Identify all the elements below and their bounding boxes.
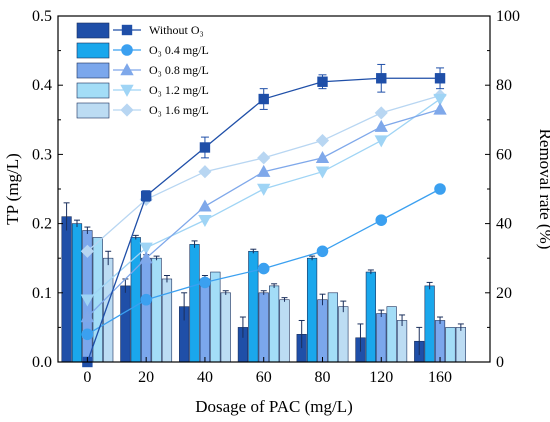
marker-0-6 [434,73,446,84]
marker-4-2 [198,165,212,179]
x-tick-label-3: 60 [256,369,272,386]
marker-2-2 [198,199,212,212]
bar-2-3 [258,292,269,363]
legend-marker-1 [121,44,133,56]
legend-marker-3 [120,84,134,97]
marker-3-3 [257,183,271,196]
bar-1-2 [189,244,200,363]
bar-4-6 [455,327,466,363]
x-tick-label-4: 80 [314,369,330,386]
left-tick-label-1: 0.1 [32,285,52,302]
bar-3-2 [210,271,221,363]
bar-1-0 [71,223,83,363]
marker-1-4 [316,245,329,258]
left-tick-label-0: 0.0 [32,354,52,371]
marker-0-3 [258,93,269,105]
marker-0-4 [317,76,328,87]
right-tick-label-1: 20 [496,285,512,302]
bar-4-2 [220,292,231,363]
bar-4-5 [396,320,408,363]
legend-bar-swatch-4 [76,102,110,119]
right-tick-label-2: 40 [496,216,512,233]
bar-3-6 [445,327,456,363]
bar-3-5 [386,306,397,363]
marker-2-0 [80,310,95,323]
x-axis-title: Dosage of PAC (mg/L) [195,397,353,416]
y-axis-right-title: Removal rate (%) [536,129,550,250]
bar-4-4 [338,306,349,363]
legend-label-1: O₃ 0.4 mg/L [149,43,209,57]
bar-2-5 [376,313,387,363]
marker-1-5 [375,214,388,226]
marker-3-2 [198,214,212,227]
bar-2-2 [199,278,211,363]
marker-2-5 [374,119,388,132]
marker-1-2 [199,276,211,289]
bar-1-4 [306,257,318,363]
legend-bar-swatch-3 [76,82,110,99]
y-axis-left-title: TP (mg/L) [3,153,22,225]
right-tick-label-4: 80 [496,77,512,94]
x-tick-label-2: 40 [197,369,213,386]
marker-1-3 [257,262,270,275]
bar-1-3 [248,250,259,363]
bar-1-5 [365,271,376,363]
bar-4-0 [103,257,114,363]
legend-bar-swatch-1 [76,42,110,59]
marker-1-0 [81,328,94,341]
legend-bar-swatch-2 [76,62,110,79]
marker-2-3 [257,164,271,177]
marker-1-1 [140,293,152,306]
bar-2-1 [141,257,152,363]
bar-3-1 [151,257,162,363]
legend-marker-2 [120,63,134,76]
x-tick-label-5: 120 [369,369,393,386]
marker-4-4 [315,133,330,148]
marker-2-4 [315,151,330,164]
legend-marker-4 [120,103,134,117]
left-tick-label-3: 0.3 [32,146,52,163]
marker-4-0 [80,244,94,258]
marker-0-1 [140,190,152,202]
marker-0-2 [199,142,211,153]
bar-4-3 [279,299,290,363]
marker-3-1 [139,242,153,255]
legend-label-4: O₃ 1.6 mg/L [149,103,209,117]
marker-3-0 [80,294,95,307]
x-tick-label-1: 20 [138,369,154,386]
bar-2-6 [434,320,446,363]
bar-0-1 [120,285,131,363]
legend-marker-0 [121,24,133,36]
bar-3-4 [327,292,338,363]
right-tick-label-5: 100 [496,8,520,25]
right-tick-label-0: 0 [496,354,504,371]
bar-1-1 [130,237,141,363]
legend-bar-swatch-0 [76,22,110,39]
marker-4-3 [257,151,271,165]
legend-label-0: Without O₃ [149,23,204,37]
marker-3-4 [315,166,330,179]
left-tick-label-4: 0.4 [32,77,52,94]
marker-2-1 [139,251,153,264]
bar-4-1 [161,278,173,363]
left-tick-label-2: 0.2 [32,216,52,233]
left-tick-label-5: 0.5 [32,8,52,25]
marker-4-5 [374,106,388,120]
marker-1-6 [434,183,446,195]
marker-0-5 [376,73,387,84]
bar-2-4 [317,299,328,363]
legend-label-2: O₃ 0.8 mg/L [149,63,209,77]
marker-3-5 [374,135,388,148]
x-tick-label-6: 160 [428,369,452,386]
bar-0-0 [61,216,72,363]
legend-label-3: O₃ 1.2 mg/L [149,83,209,97]
marker-2-6 [433,102,447,115]
marker-3-6 [433,93,447,106]
right-tick-label-3: 60 [496,146,512,163]
bar-3-3 [269,285,280,363]
bar-1-6 [424,285,435,363]
x-tick-label-0: 0 [83,369,91,386]
